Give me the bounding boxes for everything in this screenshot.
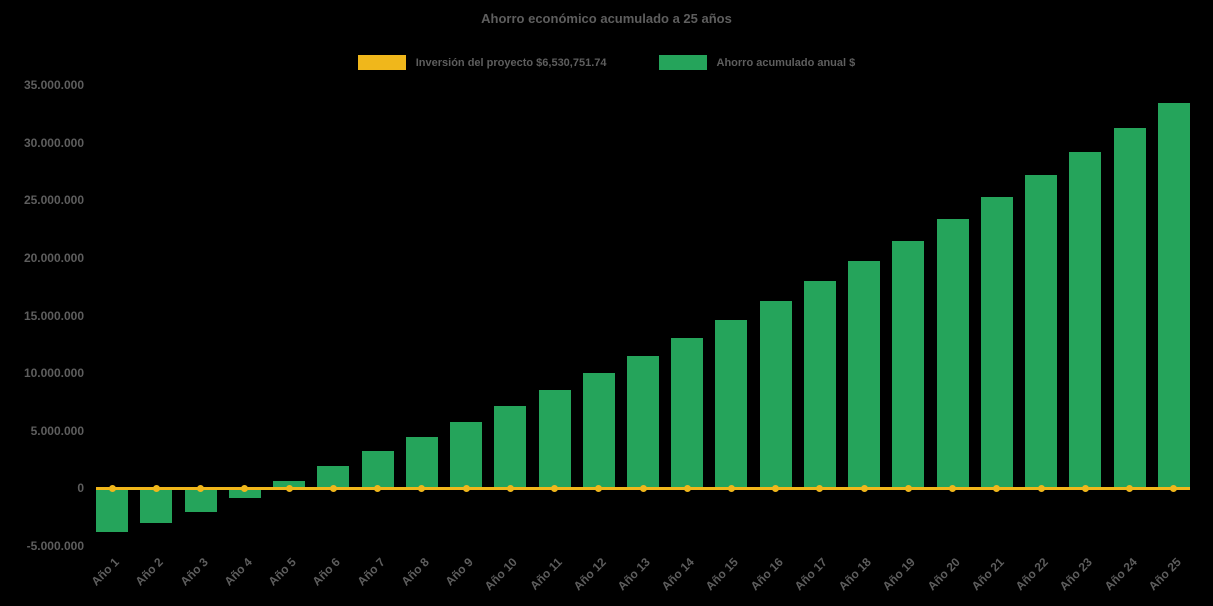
y-tick-label: 15.000.000	[23, 308, 84, 323]
investment-line-marker	[683, 484, 691, 492]
chart-title: Ahorro económico acumulado a 25 años	[481, 11, 732, 26]
investment-line-marker	[1126, 484, 1134, 492]
investment-line-marker	[816, 484, 824, 492]
investment-line-marker	[241, 484, 249, 492]
bar-ahorro-anio-4	[228, 488, 261, 498]
bar-ahorro-anio-16	[759, 300, 792, 489]
investment-line-marker	[152, 484, 160, 492]
investment-line-marker	[1037, 484, 1045, 492]
bar-ahorro-anio-22	[1025, 174, 1058, 489]
investment-line-marker	[285, 484, 293, 492]
investment-line-marker	[462, 484, 470, 492]
bar-ahorro-anio-20	[936, 218, 969, 489]
y-tick-label: 0	[77, 481, 84, 496]
investment-line-marker	[329, 484, 337, 492]
investment-line-marker	[551, 484, 559, 492]
legend-item-investment: Inversión del proyecto $6,530,751.74	[357, 55, 607, 70]
bar-ahorro-anio-1	[96, 488, 129, 533]
investment-line-marker	[108, 484, 116, 492]
investment-line-marker	[1081, 484, 1089, 492]
bar-ahorro-anio-6	[317, 466, 350, 489]
investment-line-marker	[595, 484, 603, 492]
y-tick-label: -5.000.000	[26, 539, 84, 553]
legend: Inversión del proyecto $6,530,751.74 Aho…	[0, 55, 1213, 70]
bar-ahorro-anio-19	[892, 240, 925, 489]
investment-line-marker	[949, 484, 957, 492]
investment-line-marker	[418, 484, 426, 492]
investment-line-marker	[993, 484, 1001, 492]
y-tick-label: 20.000.000	[23, 250, 84, 265]
legend-swatch-savings	[658, 55, 707, 70]
bar-ahorro-anio-25	[1157, 102, 1190, 489]
y-tick-label: 5.000.000	[30, 423, 84, 438]
legend-item-savings: Ahorro acumulado anual $	[658, 55, 856, 70]
investment-line-marker	[639, 484, 647, 492]
plot-area	[90, 85, 1196, 546]
y-tick-label: 25.000.000	[23, 193, 84, 208]
bar-ahorro-anio-12	[582, 373, 615, 489]
bar-ahorro-anio-10	[494, 405, 527, 489]
investment-line-marker	[197, 484, 205, 492]
investment-line-marker	[1170, 484, 1178, 492]
investment-line-marker	[727, 484, 735, 492]
legend-label-investment: Inversión del proyecto $6,530,751.74	[415, 56, 607, 69]
investment-line-marker	[904, 484, 912, 492]
bar-ahorro-anio-3	[184, 488, 217, 512]
investment-line-marker	[506, 484, 514, 492]
bar-ahorro-anio-15	[715, 319, 748, 489]
investment-line-marker	[860, 484, 868, 492]
legend-swatch-investment	[357, 55, 406, 70]
y-tick-label: 30.000.000	[23, 135, 84, 150]
investment-line-marker	[374, 484, 382, 492]
investment-line-marker	[772, 484, 780, 492]
legend-label-savings: Ahorro acumulado anual $	[716, 56, 856, 69]
bar-ahorro-anio-21	[980, 196, 1013, 489]
bar-ahorro-anio-11	[538, 389, 571, 489]
y-tick-label: 10.000.000	[23, 366, 84, 381]
y-axis: -5.000.000 0 5.000.000 10.000.000 15.000.000…	[0, 0, 86, 606]
y-tick-label: 35.000.000	[23, 78, 84, 92]
bar-ahorro-anio-18	[848, 260, 881, 489]
bar-ahorro-anio-17	[803, 280, 836, 489]
bar-ahorro-anio-9	[450, 421, 483, 489]
bar-ahorro-anio-8	[405, 436, 438, 489]
bar-ahorro-anio-7	[361, 451, 394, 489]
bar-ahorro-anio-13	[627, 355, 659, 489]
bar-ahorro-anio-24	[1113, 127, 1146, 489]
x-axis: Año 1 Año 2 Año 3 Año 4 Año 5 Año 6 Año 7 Año 8…	[89, 551, 1196, 606]
bar-ahorro-anio-2	[140, 488, 173, 523]
bar-ahorro-anio-23	[1069, 151, 1102, 489]
bar-ahorro-anio-14	[671, 337, 704, 489]
